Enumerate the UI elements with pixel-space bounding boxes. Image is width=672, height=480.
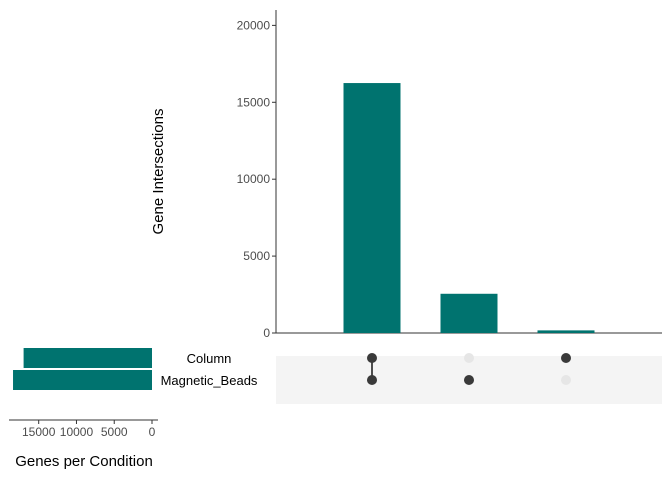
x-tick-label: 10000 [60, 425, 94, 439]
matrix-dot-inactive [464, 353, 474, 363]
y-tick-label: 10000 [237, 172, 271, 186]
intersection-matrix [276, 353, 662, 404]
y-tick-label: 5000 [243, 249, 270, 263]
intersection-y-axis-title: Gene Intersections [150, 109, 167, 235]
set-labels: Column Magnetic_Beads [161, 351, 258, 388]
set-size-x-axis-title: Genes per Condition [15, 453, 153, 470]
y-tick-label: 0 [263, 326, 270, 340]
set-size-bar [13, 370, 153, 390]
intersection-bar [343, 83, 401, 333]
set-size-bar [23, 348, 152, 368]
set-size-bar-plot: 0 5000 10000 15000 Genes per Condition [9, 348, 158, 470]
set-label: Column [187, 351, 232, 366]
intersection-bar-plot: 0 5000 10000 15000 20000 Gene Intersections [150, 10, 662, 340]
intersection-bars [343, 83, 595, 333]
matrix-dots [367, 353, 571, 385]
intersection-bar [440, 293, 498, 333]
set-size-bars [13, 348, 153, 390]
y-tick-label: 20000 [237, 18, 271, 32]
matrix-dot-active [367, 353, 377, 363]
x-tick-label: 5000 [101, 425, 128, 439]
x-tick-label: 0 [149, 425, 156, 439]
intersection-y-ticks: 0 5000 10000 15000 20000 [237, 18, 276, 340]
matrix-dot-active [464, 375, 474, 385]
matrix-dot-inactive [561, 375, 571, 385]
y-tick-label: 15000 [237, 95, 271, 109]
matrix-dot-active [561, 353, 571, 363]
matrix-dot-active [367, 375, 377, 385]
set-label: Magnetic_Beads [161, 373, 258, 388]
x-tick-label: 15000 [22, 425, 56, 439]
set-size-x-ticks: 0 5000 10000 15000 [22, 420, 156, 439]
intersection-bar [537, 330, 595, 333]
